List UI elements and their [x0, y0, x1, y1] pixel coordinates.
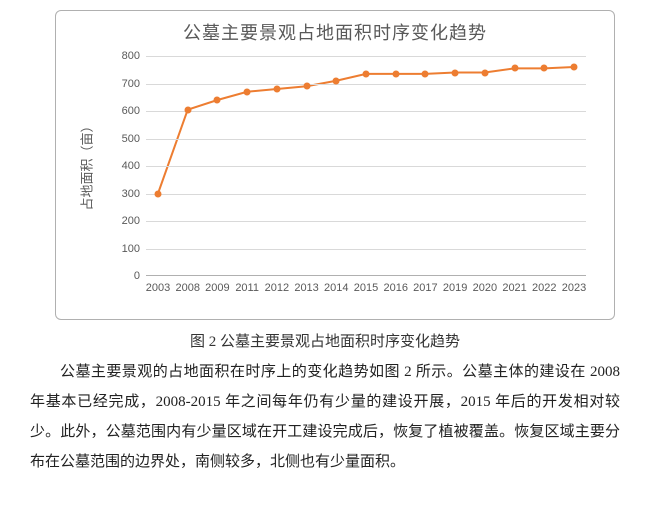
body-paragraph: 公墓主要景观的占地面积在时序上的变化趋势如图 2 所示。公墓主体的建设在 200…	[30, 357, 620, 477]
xtick-label: 2014	[324, 282, 348, 294]
ytick-label: 400	[122, 160, 140, 172]
chart-marker	[303, 83, 310, 90]
chart-marker	[452, 69, 459, 76]
ytick-label: 0	[134, 270, 140, 282]
chart-container: 公墓主要景观占地面积时序变化趋势 占地面积（亩） 010020030040050…	[55, 10, 615, 320]
ytick-label: 500	[122, 133, 140, 145]
gridline-h	[146, 249, 586, 250]
xtick-label: 2021	[502, 282, 526, 294]
chart-marker	[244, 88, 251, 95]
chart-marker	[273, 86, 280, 93]
chart-plot-area: 0100200300400500600700800200320082009201…	[146, 56, 586, 276]
gridline-h	[146, 84, 586, 85]
xtick-label: 2003	[146, 282, 170, 294]
page-root: 公墓主要景观占地面积时序变化趋势 占地面积（亩） 010020030040050…	[0, 0, 650, 520]
chart-marker	[214, 97, 221, 104]
gridline-h	[146, 194, 586, 195]
chart-title: 公墓主要景观占地面积时序变化趋势	[56, 11, 614, 45]
figure-caption: 图 2 公墓主要景观占地面积时序变化趋势	[30, 330, 620, 351]
chart-line	[158, 67, 574, 194]
ytick-label: 300	[122, 188, 140, 200]
xtick-label: 2020	[473, 282, 497, 294]
xtick-label: 2017	[413, 282, 437, 294]
chart-marker	[422, 70, 429, 77]
chart-marker	[184, 106, 191, 113]
ytick-label: 600	[122, 105, 140, 117]
ytick-label: 200	[122, 215, 140, 227]
xtick-label: 2022	[532, 282, 556, 294]
chart-marker	[541, 65, 548, 72]
ytick-label: 100	[122, 243, 140, 255]
gridline-h	[146, 56, 586, 57]
ytick-label: 700	[122, 78, 140, 90]
chart-marker	[392, 70, 399, 77]
chart-marker	[155, 190, 162, 197]
xtick-label: 2016	[383, 282, 407, 294]
xtick-label: 2011	[235, 282, 259, 294]
chart-marker	[333, 77, 340, 84]
ytick-label: 800	[122, 50, 140, 62]
xtick-label: 2008	[175, 282, 199, 294]
gridline-h	[146, 166, 586, 167]
xtick-label: 2023	[562, 282, 586, 294]
chart-marker	[363, 70, 370, 77]
gridline-h	[146, 111, 586, 112]
chart-marker	[481, 69, 488, 76]
chart-marker	[511, 65, 518, 72]
xtick-label: 2009	[205, 282, 229, 294]
chart-ylabel: 占地面积（亩）	[77, 119, 96, 210]
gridline-h	[146, 221, 586, 222]
chart-marker	[571, 64, 578, 71]
xtick-label: 2019	[443, 282, 467, 294]
xtick-label: 2015	[354, 282, 378, 294]
xtick-label: 2013	[294, 282, 318, 294]
xtick-label: 2012	[265, 282, 289, 294]
x-axis-line	[146, 275, 586, 276]
gridline-h	[146, 139, 586, 140]
